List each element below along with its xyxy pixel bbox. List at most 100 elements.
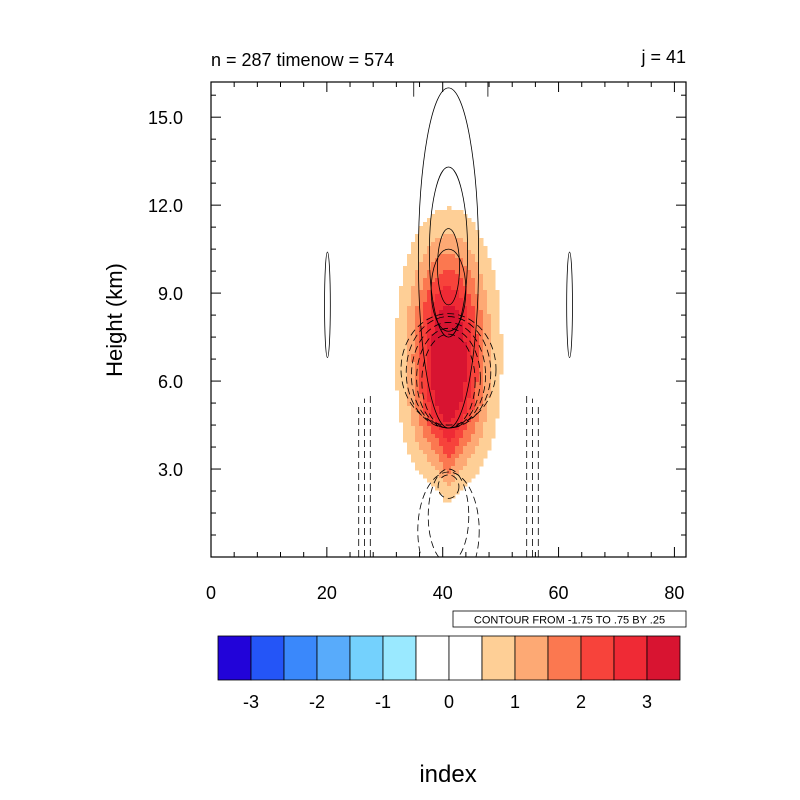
field-cell: [459, 418, 464, 423]
field-cell: [467, 454, 472, 459]
field-cell: [427, 370, 432, 375]
field-cell: [419, 390, 424, 395]
field-cell: [447, 462, 452, 467]
field-cell: [427, 402, 432, 407]
field-cell: [463, 374, 468, 379]
field-cell: [415, 442, 420, 447]
field-cell: [427, 322, 432, 327]
field-cell: [479, 362, 484, 367]
field-cell: [439, 222, 444, 227]
field-cell: [427, 282, 432, 287]
field-cell: [491, 302, 496, 307]
field-cell: [403, 386, 408, 391]
field-cell: [431, 342, 436, 347]
field-cell: [419, 286, 424, 291]
field-cell: [455, 214, 460, 219]
field-cell: [451, 294, 456, 299]
field-cell: [419, 278, 424, 283]
field-cell: [435, 402, 440, 407]
field-cell: [483, 442, 488, 447]
field-cell: [459, 286, 464, 291]
field-cell: [471, 270, 476, 275]
field-cell: [467, 230, 472, 235]
field-cell: [447, 226, 452, 231]
field-cell: [411, 378, 416, 383]
field-cell: [427, 406, 432, 411]
field-cell: [431, 354, 436, 359]
field-cell: [423, 334, 428, 339]
field-cell: [451, 394, 456, 399]
field-cell: [427, 454, 432, 459]
field-cell: [415, 310, 420, 315]
field-cell: [411, 254, 416, 259]
field-cell: [455, 474, 460, 479]
field-cell: [455, 458, 460, 463]
field-cell: [487, 394, 492, 399]
field-cell: [463, 226, 468, 231]
contour-positive: [437, 228, 460, 306]
field-cell: [427, 382, 432, 387]
field-cell: [419, 346, 424, 351]
field-cell: [423, 226, 428, 231]
field-cell: [479, 354, 484, 359]
field-cell: [451, 210, 456, 215]
field-cell: [435, 290, 440, 295]
field-cell: [403, 322, 408, 327]
field-cell: [427, 470, 432, 475]
field-cell: [451, 222, 456, 227]
field-cell: [471, 322, 476, 327]
field-cell: [435, 230, 440, 235]
field-cell: [447, 290, 452, 295]
field-cell: [475, 346, 480, 351]
field-cell: [419, 414, 424, 419]
field-cell: [423, 382, 428, 387]
field-cell: [467, 386, 472, 391]
field-cell: [455, 442, 460, 447]
field-cell: [487, 438, 492, 443]
field-cell: [467, 258, 472, 263]
field-cell: [431, 242, 436, 247]
field-cell: [423, 294, 428, 299]
field-cell: [407, 446, 412, 451]
field-cell: [443, 318, 448, 323]
field-cell: [475, 342, 480, 347]
field-cell: [439, 322, 444, 327]
field-cell: [431, 314, 436, 319]
field-cell: [399, 338, 404, 343]
field-cell: [427, 378, 432, 383]
field-cell: [435, 366, 440, 371]
field-cell: [439, 214, 444, 219]
field-cell: [427, 230, 432, 235]
field-cell: [395, 354, 400, 359]
shaded-field: [395, 206, 504, 503]
field-cell: [439, 210, 444, 215]
field-cell: [467, 242, 472, 247]
field-cell: [483, 434, 488, 439]
field-cell: [459, 442, 464, 447]
contour-negative: [400, 313, 497, 426]
field-cell: [443, 218, 448, 223]
field-cell: [451, 366, 456, 371]
field-cell: [443, 434, 448, 439]
field-cell: [491, 382, 496, 387]
colorbar-tick-label: -3: [243, 692, 259, 712]
field-cell: [407, 358, 412, 363]
field-cell: [415, 274, 420, 279]
field-cell: [431, 386, 436, 391]
field-cell: [495, 334, 500, 339]
field-cell: [451, 254, 456, 259]
field-cell: [495, 310, 500, 315]
field-cell: [447, 410, 452, 415]
field-cell: [439, 482, 444, 487]
field-cell: [487, 306, 492, 311]
field-cell: [471, 262, 476, 267]
field-cell: [415, 318, 420, 323]
field-cell: [459, 258, 464, 263]
field-cell: [447, 370, 452, 375]
field-cell: [451, 370, 456, 375]
field-cell: [419, 238, 424, 243]
field-cell: [411, 406, 416, 411]
field-cell: [439, 402, 444, 407]
field-cell: [495, 318, 500, 323]
field-cell: [471, 462, 476, 467]
